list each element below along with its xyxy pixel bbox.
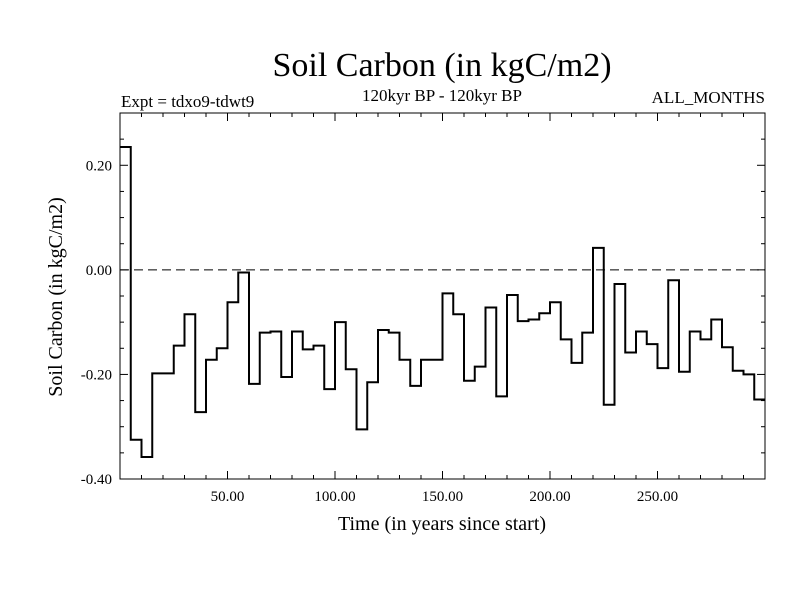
- x-tick-label: 100.00: [314, 489, 355, 505]
- x-tick-label: 250.00: [637, 489, 678, 505]
- y-tick-label: 0.00: [86, 263, 112, 279]
- period-label: ALL_MONTHS: [652, 88, 765, 107]
- y-tick-label: -0.20: [81, 367, 112, 383]
- y-tick-label: -0.40: [81, 472, 112, 488]
- x-tick-label: 150.00: [422, 489, 463, 505]
- x-axis-label: Time (in years since start): [338, 513, 546, 535]
- y-tick-label: 0.20: [86, 158, 112, 174]
- chart-title: Soil Carbon (in kgC/m2): [272, 47, 611, 84]
- x-tick-label: 50.00: [211, 489, 245, 505]
- chart-subtitle: 120kyr BP - 120kyr BP: [362, 86, 522, 105]
- x-tick-label: 200.00: [529, 489, 570, 505]
- soil-carbon-series-line: [120, 145, 765, 459]
- y-axis-label: Soil Carbon (in kgC/m2): [45, 197, 67, 396]
- plot-area: 50.00 100.00 150.00 200.00 250.00 -0.40 -0.20 0…: [81, 112, 766, 505]
- experiment-label: Expt = tdxo9-tdwt9: [121, 92, 254, 111]
